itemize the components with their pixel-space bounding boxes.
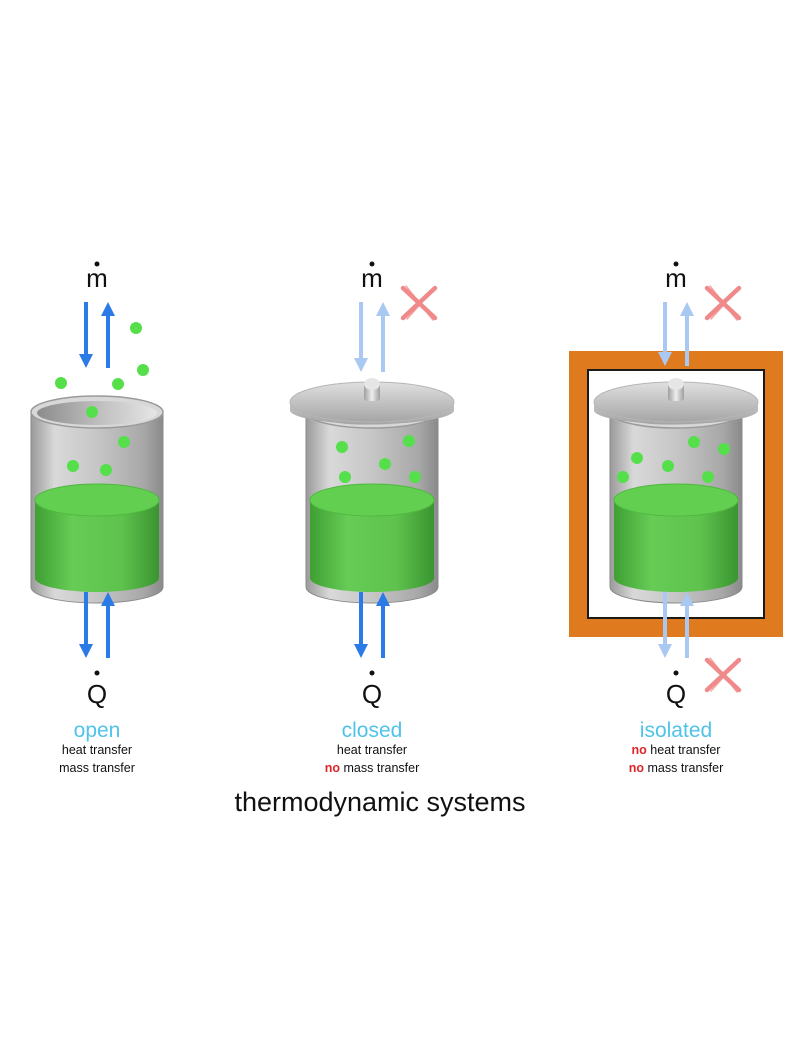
symbol-dot [673,670,679,676]
symbol-dot [673,261,679,267]
heat-symbol: Q [362,679,382,709]
mass-in-arrow [658,302,672,366]
particle [409,471,421,483]
particle [718,443,730,455]
symbol-dot [94,670,100,676]
liquid-isolated [613,483,739,592]
mass-out-arrow [680,302,694,366]
liquid-closed [309,483,435,592]
description-line: heat transfer [337,743,407,757]
no-mass-cross-icon [704,285,742,321]
mass-out-arrow [376,302,390,372]
symbol-dot [369,261,375,267]
heat-symbol: Q [87,679,107,709]
particle [137,364,149,376]
mass-flow-symbol: m [665,263,687,293]
particle [112,378,124,390]
lid-closed [289,378,455,424]
no-word: no [632,743,648,757]
insulation-wall [569,351,783,637]
symbol-dot [369,670,375,676]
no-mass-cross-icon [400,285,438,321]
no-heat-cross-icon [704,657,742,693]
diagram-title: thermodynamic systems [234,787,525,817]
description-line: mass transfer [59,761,135,775]
lid-isolated [593,378,759,424]
mass-flow-symbol: m [86,263,108,293]
particle [403,435,415,447]
system-label: closed [342,719,403,742]
heat-in-arrow [101,592,115,658]
heat-in-arrow [376,592,390,658]
heat-out-arrow [354,592,368,658]
mass-in-arrow [79,302,93,368]
particle [100,464,112,476]
particle [336,441,348,453]
particle [86,406,98,418]
system-label: open [74,719,121,742]
description-line: no heat transfer [632,743,721,757]
heat-symbol: Q [666,679,686,709]
mass-flow-symbol: m [361,263,383,293]
description-line: no mass transfer [629,761,723,775]
heat-in-arrow [680,592,694,658]
particle [617,471,629,483]
particle [118,436,130,448]
mass-out-arrow [101,302,115,368]
no-word: no [629,761,645,775]
heat-out-arrow [79,592,93,658]
particle [688,436,700,448]
particle [67,460,79,472]
particle [631,452,643,464]
no-word: no [325,761,341,775]
particle [55,377,67,389]
liquid-open [34,483,160,592]
system-label: isolated [640,719,712,742]
symbol-dot [94,261,100,267]
mass-in-arrow [354,302,368,372]
particle [379,458,391,470]
particle [130,322,142,334]
description-line: heat transfer [62,743,132,757]
particle [702,471,714,483]
description-line: no mass transfer [325,761,419,775]
particle [339,471,351,483]
heat-out-arrow [658,592,672,658]
particle [662,460,674,472]
